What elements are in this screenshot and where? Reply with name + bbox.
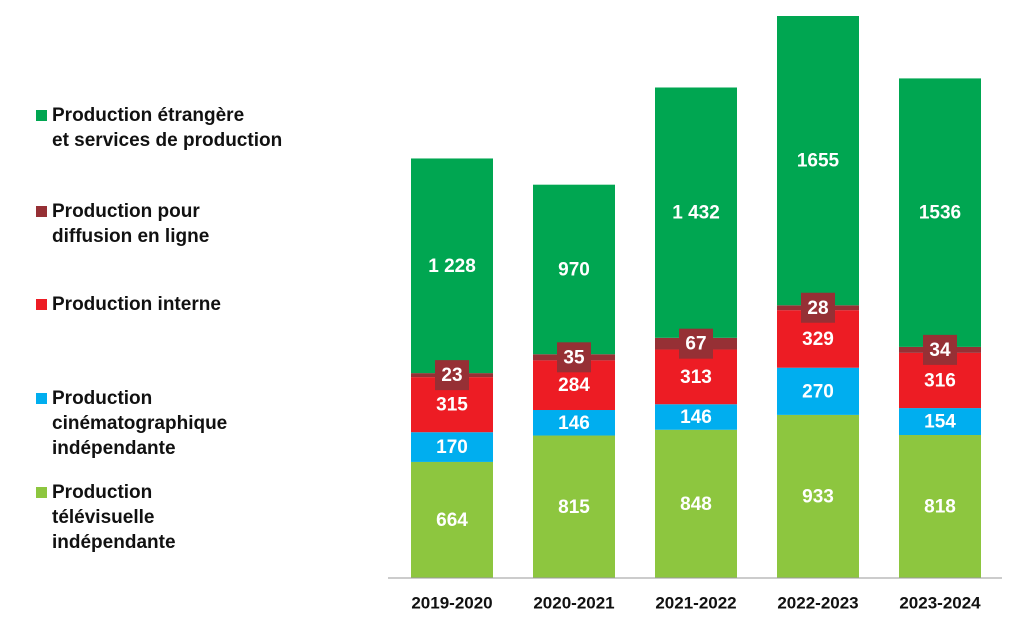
legend-line: indépendante xyxy=(52,532,176,553)
legend-label: Production interne xyxy=(52,294,221,315)
legend-line: Production xyxy=(52,388,158,409)
data-label: 316 xyxy=(924,370,956,391)
legend-line: télévisuelle xyxy=(52,507,160,528)
data-label: 1536 xyxy=(919,203,961,224)
x-tick-label: 2020-2021 xyxy=(533,593,614,612)
bar-segment xyxy=(655,429,737,578)
x-tick-label: 2022-2023 xyxy=(777,593,858,612)
data-label: 848 xyxy=(680,494,712,515)
bar-segment xyxy=(777,414,859,578)
data-label: 970 xyxy=(558,259,590,280)
label-box xyxy=(923,334,957,365)
bar-segment xyxy=(411,158,493,374)
data-label: 270 xyxy=(802,381,834,402)
legend-label: Production cinématographique indépendant… xyxy=(52,388,233,459)
legend-label: Production étrangère et services de prod… xyxy=(52,105,282,151)
bar-segment xyxy=(655,404,737,430)
legend-label: Production pour diffusion en ligne xyxy=(52,201,209,247)
legend-line: Production étrangère xyxy=(52,105,249,126)
data-label: 933 xyxy=(802,486,834,507)
data-label: 1 228 xyxy=(428,256,476,277)
data-label: 329 xyxy=(802,329,834,350)
bar-segment xyxy=(899,408,981,436)
legend-line: et services de production xyxy=(52,130,282,151)
bar-segment xyxy=(777,367,859,415)
legend-line: diffusion en ligne xyxy=(52,226,209,247)
data-label: 313 xyxy=(680,367,712,388)
data-label: 815 xyxy=(558,497,590,518)
label-box xyxy=(435,360,469,391)
data-label: 35 xyxy=(563,347,585,368)
legend-swatch xyxy=(36,110,47,121)
bar-segment xyxy=(899,78,981,347)
data-label: 28 xyxy=(807,298,828,319)
data-label: 34 xyxy=(929,340,951,361)
data-label: 23 xyxy=(441,365,462,386)
bar-segment xyxy=(899,435,981,578)
data-label: 1655 xyxy=(797,151,840,172)
label-box xyxy=(679,328,713,359)
data-label: 1 432 xyxy=(672,203,720,224)
bar-segment xyxy=(411,432,493,462)
legend-swatch xyxy=(36,299,47,310)
bar-segment xyxy=(411,461,493,578)
data-label: 170 xyxy=(436,437,468,458)
data-label: 154 xyxy=(924,412,956,433)
bar-segment xyxy=(533,410,615,436)
data-label: 284 xyxy=(558,375,590,396)
x-tick-label: 2021-2022 xyxy=(655,593,736,612)
bar-segment xyxy=(533,184,615,355)
legend-label: Production télévisuelle indépendante xyxy=(52,482,176,553)
data-label: 818 xyxy=(924,497,956,518)
data-label: 67 xyxy=(685,334,706,355)
legend-swatch xyxy=(36,206,47,217)
data-label: 146 xyxy=(558,413,590,434)
legend-line: Production interne xyxy=(52,294,221,315)
legend-line: cinématographique xyxy=(52,413,233,434)
legend-line: Production pour xyxy=(52,201,205,222)
bar-segment xyxy=(655,87,737,338)
x-tick-label: 2023-2024 xyxy=(899,593,981,612)
x-tick-label: 2019-2020 xyxy=(411,593,492,612)
legend-swatch xyxy=(36,487,47,498)
legend-line: Production xyxy=(52,482,158,503)
bar-segment xyxy=(777,16,859,306)
legend-swatch xyxy=(36,393,47,404)
legend-line: indépendante xyxy=(52,438,176,459)
data-label: 664 xyxy=(436,510,468,531)
bar-segment xyxy=(533,435,615,578)
label-box xyxy=(801,292,835,323)
label-box xyxy=(557,342,591,373)
data-label: 146 xyxy=(680,407,712,428)
data-label: 315 xyxy=(436,395,468,416)
